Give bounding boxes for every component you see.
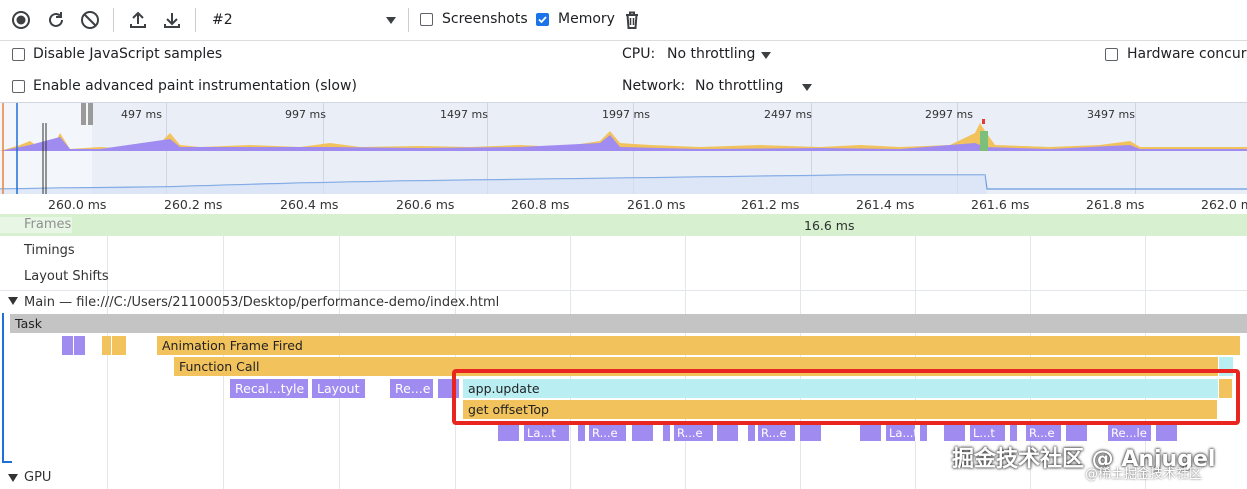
forced-layout-bar[interactable] xyxy=(632,425,654,441)
animation-frame-fired-bar[interactable]: Animation Frame Fired xyxy=(157,336,1241,355)
timeline-overview[interactable]: 497 ms 997 ms 1497 ms 1997 ms 2497 ms 29… xyxy=(0,102,1247,196)
memory-checkbox[interactable] xyxy=(536,13,549,26)
forced-layout-bar[interactable] xyxy=(578,425,586,441)
cpu-activity-graph xyxy=(0,103,1247,195)
forced-layout-bar[interactable] xyxy=(920,425,928,441)
forced-layout-bar[interactable] xyxy=(498,425,520,441)
forced-layout-bar[interactable] xyxy=(944,425,966,441)
record-icon[interactable] xyxy=(10,9,32,31)
rendering-bar[interactable] xyxy=(62,336,74,355)
download-icon[interactable] xyxy=(161,9,183,31)
settings-row-2: Enable advanced paint instrumentation (s… xyxy=(0,72,1247,104)
network-label: Network: xyxy=(622,78,686,94)
forced-layout-bar[interactable] xyxy=(800,425,822,441)
forced-layout-bar[interactable]: R...e xyxy=(1026,425,1062,441)
reload-record-icon[interactable] xyxy=(45,9,67,31)
scripting-bar[interactable] xyxy=(1219,379,1233,398)
ruler-tick: 261.2 ms xyxy=(741,197,800,212)
overview-tick: 497 ms xyxy=(121,108,162,121)
cpu-label: CPU: xyxy=(622,46,656,62)
frames-track[interactable]: Frames 16.6 ms xyxy=(0,214,1247,236)
collapse-triangle-icon[interactable] xyxy=(8,297,18,305)
task-bar[interactable]: Task xyxy=(10,314,1247,333)
disable-js-samples-checkbox[interactable] xyxy=(12,48,25,61)
forced-layout-bar[interactable] xyxy=(663,425,671,441)
overview-tick: 997 ms xyxy=(285,108,326,121)
overview-tick: 1497 ms xyxy=(440,108,488,121)
forced-layout-bar[interactable] xyxy=(717,425,739,441)
recording-select-value: #2 xyxy=(212,12,233,28)
ruler-tick: 261.0 ms xyxy=(627,197,686,212)
forced-layout-bar[interactable]: Re...le xyxy=(1108,425,1152,441)
main-thread-label[interactable]: Main — file:///C:/Users/21100053/Desktop… xyxy=(24,295,500,310)
frame-duration: 16.6 ms xyxy=(804,218,855,233)
ruler-tick: 261.4 ms xyxy=(856,197,915,212)
collapse-triangle-icon[interactable] xyxy=(8,474,18,482)
forced-layout-bar[interactable] xyxy=(748,425,756,441)
highlight-box xyxy=(452,369,1240,425)
recording-select[interactable]: #2 xyxy=(200,6,405,34)
frames-track-label: Frames xyxy=(24,217,72,232)
forced-layout-bar[interactable] xyxy=(1156,425,1178,441)
enable-paint-checkbox[interactable] xyxy=(12,80,25,93)
scripting-bar[interactable] xyxy=(112,336,127,355)
overview-tick: 2997 ms xyxy=(925,108,973,121)
watermark-main: 掘金技术社区 @ Anjugel xyxy=(952,447,1216,472)
performance-toolbar: #2 Screenshots Memory xyxy=(0,0,1247,41)
time-ruler: 260.0 ms 260.2 ms 260.4 ms 260.6 ms 260.… xyxy=(0,194,1247,214)
disable-js-samples-label: Disable JavaScript samples xyxy=(33,46,223,62)
forced-layout-bar[interactable]: La...t xyxy=(886,425,916,441)
overview-tick: 1997 ms xyxy=(602,108,650,121)
chevron-down-icon xyxy=(761,52,771,59)
enable-paint-label: Enable advanced paint instrumentation (s… xyxy=(33,78,357,94)
ruler-tick: 260.4 ms xyxy=(280,197,339,212)
ruler-tick: 260.0 ms xyxy=(48,197,107,212)
screenshots-label: Screenshots xyxy=(442,11,528,27)
forced-layout-bar[interactable] xyxy=(1010,425,1018,441)
clear-icon[interactable] xyxy=(79,9,101,31)
forced-layout-bar[interactable]: R...e xyxy=(758,425,796,441)
settings-row-1: Disable JavaScript samples CPU: No throt… xyxy=(0,40,1247,72)
forced-layout-bar[interactable]: R...e xyxy=(589,425,627,441)
watermark-sub: @稀土掘金技术社区 xyxy=(1085,467,1203,482)
memory-label: Memory xyxy=(558,11,615,27)
gpu-track-label[interactable]: GPU xyxy=(24,470,52,485)
forced-layout-bar[interactable]: R...e xyxy=(674,425,714,441)
cpu-throttling-select[interactable]: No throttling xyxy=(667,46,756,62)
network-throttling-select[interactable]: No throttling xyxy=(695,78,784,94)
scripting-bar[interactable] xyxy=(102,336,112,355)
ruler-tick: 261.6 ms xyxy=(971,197,1030,212)
get-offset-top-bar[interactable]: get offsetTop xyxy=(463,400,1218,419)
forced-layout-bar[interactable] xyxy=(1066,425,1088,441)
recalc-style-bar[interactable]: Recal...tyle xyxy=(230,379,309,398)
screenshots-checkbox[interactable] xyxy=(420,13,433,26)
rendering-bar[interactable] xyxy=(74,336,86,355)
ruler-tick: 262.0 ms xyxy=(1201,197,1247,212)
layout-shifts-track-label: Layout Shifts xyxy=(24,269,109,284)
ruler-tick: 260.2 ms xyxy=(164,197,223,212)
layout-bar[interactable]: Layout xyxy=(312,379,366,398)
ruler-tick: 260.6 ms xyxy=(396,197,455,212)
overview-tick: 2497 ms xyxy=(764,108,812,121)
rendering-bar[interactable]: Re...e xyxy=(390,379,434,398)
forced-layout-bar[interactable] xyxy=(860,425,882,441)
forced-layout-bar[interactable]: La...t xyxy=(524,425,570,441)
forced-layout-bar[interactable]: L...t xyxy=(970,425,1006,441)
hardware-concurrency-checkbox[interactable] xyxy=(1105,48,1118,61)
chevron-down-icon xyxy=(802,84,812,91)
trash-icon[interactable] xyxy=(621,9,643,31)
ruler-tick: 261.8 ms xyxy=(1086,197,1145,212)
chevron-down-icon xyxy=(386,17,396,24)
timings-track-label: Timings xyxy=(24,243,75,258)
hardware-concurrency-label: Hardware concurr xyxy=(1127,46,1247,62)
app-update-bar[interactable]: app.update xyxy=(463,379,1218,398)
ruler-tick: 260.8 ms xyxy=(511,197,570,212)
overview-tick: 3497 ms xyxy=(1087,108,1135,121)
upload-icon[interactable] xyxy=(127,9,149,31)
